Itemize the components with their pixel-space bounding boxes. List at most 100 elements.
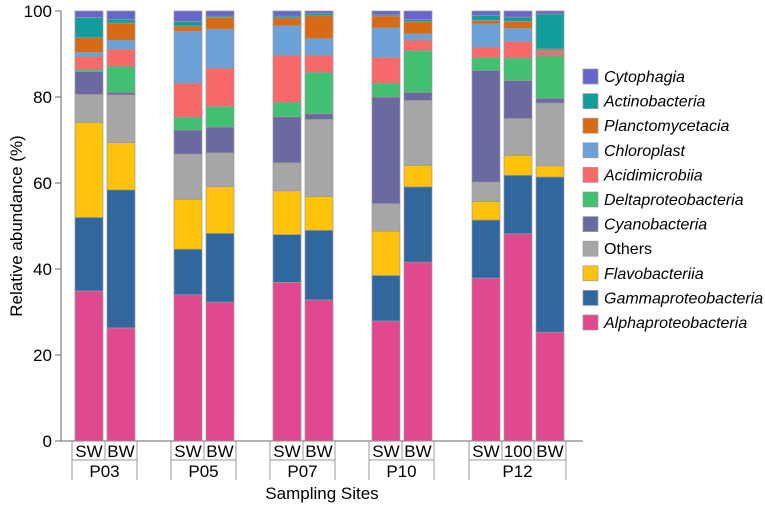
bar-segment-cytophagia (403, 10, 433, 20)
x-tick-label: SW (472, 442, 499, 461)
bar-segment-deltaproteobacteria (173, 116, 203, 131)
bar-segment-acidimicrobiia (106, 48, 136, 67)
bar-segment-deltaproteobacteria (371, 82, 401, 98)
bar-segment-chloroplast (503, 27, 533, 42)
bar-segment-cytophagia (74, 10, 104, 18)
bar-segment-deltaproteobacteria (403, 50, 433, 93)
y-axis-title: Relative abundance (%) (7, 135, 26, 316)
bar-segment-acidimicrobiia (403, 39, 433, 51)
bar-segment-planctomycetacia (205, 17, 235, 30)
legend-item-deltaproteobacteria: Deltaproteobacteria (582, 191, 744, 209)
bar-segment-flavobacteriia (471, 201, 501, 221)
legend-swatch (582, 290, 599, 306)
legend-label: Cyanobacteria (604, 217, 707, 234)
bar-p12-sw (471, 10, 501, 442)
bar-segment-actinobacteria (535, 13, 565, 50)
bar-segment-cyanobacteria (173, 129, 203, 155)
bar-segment-deltaproteobacteria (304, 72, 334, 115)
x-tick-label: BW (107, 442, 134, 461)
group-label: P05 (188, 462, 218, 481)
legend-item-planctomycetacia: Planctomycetacia (582, 117, 729, 135)
bar-segment-acidimicrobiia (535, 51, 565, 57)
bar-segment-gammaproteobacteria (74, 217, 104, 292)
y-tick-label: 80 (33, 88, 52, 107)
bar-segment-cyanobacteria (535, 97, 565, 104)
legend-swatch (582, 93, 599, 109)
legend-swatch (582, 240, 599, 257)
bar-segment-cytophagia (173, 10, 203, 22)
group-label: P12 (502, 462, 532, 481)
y-tick-label: 20 (33, 346, 52, 365)
legend-item-cytophagia: Cytophagia (582, 68, 685, 86)
bar-segment-gammaproteobacteria (205, 232, 235, 303)
bar-segment-others (471, 181, 501, 202)
bar-segment-others (535, 102, 565, 167)
bar-segment-others (106, 94, 136, 143)
bar-segment-acidimicrobiia (371, 57, 401, 84)
y-tick-label: 100 (24, 2, 52, 21)
y-tick-label: 60 (33, 174, 52, 193)
bar-segment-planctomycetacia (173, 25, 203, 32)
legend-label: Planctomycetacia (604, 118, 729, 135)
legend-swatch (582, 142, 599, 159)
bar-segment-flavobacteriia (535, 165, 565, 178)
bar-segment-acidimicrobiia (503, 41, 533, 59)
bar-segment-flavobacteriia (272, 190, 302, 235)
bar-segment-chloroplast (205, 28, 235, 69)
x-tick-label: 100 (504, 442, 532, 461)
legend-label: Alphaproteobacteria (603, 315, 747, 332)
bar-p10-sw (371, 10, 401, 442)
bar-segment-cyanobacteria (471, 69, 501, 183)
bar-segment-cytophagia (106, 10, 136, 20)
legend-item-others: Others (582, 240, 652, 258)
bar-segment-planctomycetacia (74, 37, 104, 53)
bar-p12-100 (503, 10, 533, 442)
bar-segment-alphaproteobacteria (535, 331, 565, 442)
x-tick-label: SW (372, 442, 399, 461)
x-tick-label: BW (404, 442, 431, 461)
bar-segment-alphaproteobacteria (304, 299, 334, 442)
bar-segment-cytophagia (503, 10, 533, 18)
bar-segment-planctomycetacia (304, 15, 334, 39)
bar-segment-others (503, 118, 533, 156)
x-axis-title: Sampling Sites (265, 484, 378, 503)
bar-segment-chloroplast (106, 39, 136, 50)
bar-segment-cyanobacteria (74, 71, 104, 95)
bar-segment-gammaproteobacteria (471, 219, 501, 279)
bar-segment-deltaproteobacteria (205, 106, 235, 128)
bar-segment-cyanobacteria (503, 80, 533, 119)
bar-segment-deltaproteobacteria (503, 57, 533, 82)
bar-segment-acidimicrobiia (205, 67, 235, 107)
bar-segment-others (74, 94, 104, 123)
bar-segment-gammaproteobacteria (503, 174, 533, 235)
bar-segment-flavobacteriia (304, 195, 334, 231)
legend-label: Flavobacteriia (604, 266, 704, 283)
bar-segment-cyanobacteria (304, 113, 334, 120)
bar-segment-actinobacteria (74, 17, 104, 39)
bar-segment-acidimicrobiia (304, 55, 334, 73)
x-tick-label: SW (273, 442, 300, 461)
bar-segment-planctomycetacia (471, 20, 501, 25)
bar-segment-chloroplast (403, 33, 433, 41)
bar-segment-deltaproteobacteria (535, 55, 565, 99)
legend-swatch (582, 216, 599, 232)
bar-segment-acidimicrobiia (74, 56, 104, 70)
bar-segment-deltaproteobacteria (471, 57, 501, 71)
bar-segment-planctomycetacia (272, 17, 302, 26)
x-tick-label: SW (75, 442, 102, 461)
bar-segment-gammaproteobacteria (272, 234, 302, 283)
x-tick-label: SW (174, 442, 201, 461)
legend-label: Cytophagia (604, 69, 685, 86)
bar-segment-chloroplast (371, 27, 401, 58)
bar-segment-acidimicrobiia (471, 47, 501, 58)
bar-segment-cytophagia (304, 10, 334, 14)
x-tick-label: BW (206, 442, 233, 461)
bar-segment-cytophagia (205, 10, 235, 17)
bar-segment-actinobacteria (106, 19, 136, 24)
legend-item-gammaproteobacteria: Gammaproteobacteria (582, 290, 763, 307)
bar-segment-gammaproteobacteria (535, 176, 565, 333)
bar-segment-alphaproteobacteria (471, 277, 501, 442)
bar-segment-cyanobacteria (403, 91, 433, 101)
bar-segment-deltaproteobacteria (272, 101, 302, 118)
